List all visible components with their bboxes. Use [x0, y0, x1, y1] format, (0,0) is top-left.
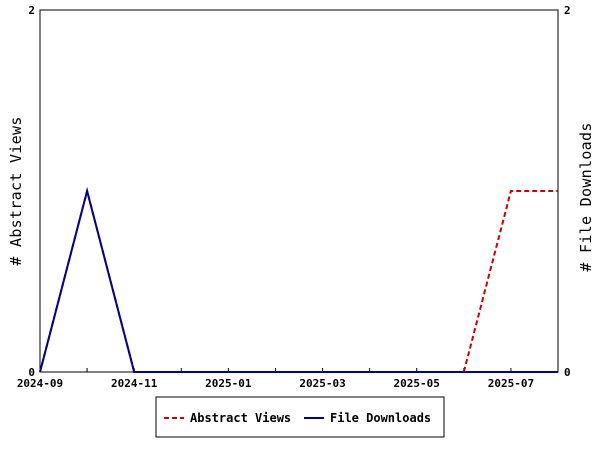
x-tick-label: 2025-05 [394, 377, 440, 390]
x-tick-labels: 2024-09 2024-11 2025-01 2025-03 2025-05 2025-… [17, 377, 534, 390]
x-tick-label: 2025-03 [299, 377, 345, 390]
legend-label-abstract-views: Abstract Views [190, 411, 291, 425]
x-tick-label: 2024-09 [17, 377, 63, 390]
series-lines [39, 187, 558, 373]
y-right-tick-min: 0 [564, 366, 571, 379]
y-left-tick-min: 0 [28, 366, 35, 379]
y-right-tick-max: 2 [564, 4, 571, 17]
y-left-axis-title: # Abstract Views [7, 116, 25, 265]
x-tick-label: 2025-01 [205, 377, 252, 390]
x-tick-label: 2024-11 [111, 377, 158, 390]
y-left-tick-max: 2 [28, 4, 35, 17]
plot-area [39, 9, 559, 373]
y-right-axis-title: # File Downloads [577, 122, 595, 271]
x-tick-label: 2025-07 [488, 377, 534, 390]
series-line-file-downloads [39, 187, 558, 373]
legend-box [155, 396, 445, 438]
legend-label-file-downloads: File Downloads [330, 411, 431, 425]
legend: Abstract Views File Downloads [155, 396, 445, 438]
